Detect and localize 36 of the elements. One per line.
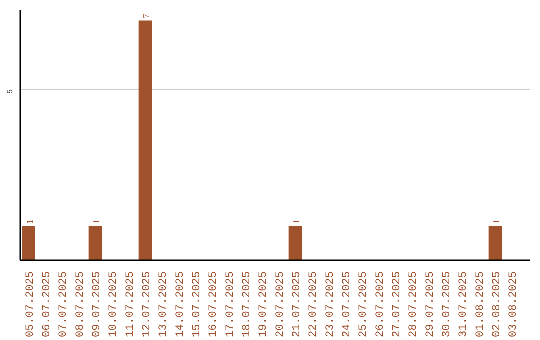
data-label: 7	[142, 14, 152, 19]
x-tick-label: 21.07.2025	[292, 271, 304, 338]
data-label: 1	[92, 220, 102, 224]
x-tick-label: 20.07.2025	[274, 271, 287, 338]
x-tick-label: 15.07.2025	[192, 271, 204, 338]
x-tick-label: 14.07.2025	[174, 271, 187, 338]
x-tick-label: 07.07.2025	[58, 271, 70, 338]
data-label: 1	[24, 220, 35, 224]
data-label: 1	[492, 220, 502, 224]
x-tick-label: 18.07.2025	[242, 271, 254, 338]
x-tick-label: 28.07.2025	[408, 271, 420, 338]
x-tick-label: 02.08.2025	[492, 271, 504, 338]
x-tick-label: 06.07.2025	[42, 271, 54, 338]
x-tick-label: 27.07.2025	[392, 271, 404, 338]
x-tick-label: 30.07.2025	[442, 271, 454, 338]
data-label: 1	[292, 220, 302, 224]
x-tick-label: 24.07.2025	[342, 271, 354, 338]
x-tick-label: 08.07.2025	[74, 271, 87, 338]
x-tick-label: 12.07.2025	[142, 271, 154, 338]
x-tick-label: 31.07.2025	[458, 271, 470, 338]
x-tick-label: 03.08.2025	[508, 271, 520, 338]
x-tick-label: 16.07.2025	[208, 271, 220, 338]
y-tick-label: 5	[6, 89, 16, 94]
x-tick-label: 29.07.2025	[424, 271, 437, 338]
x-tick-label: 22.07.2025	[308, 271, 320, 338]
x-tick-label: 17.07.2025	[224, 271, 237, 338]
x-tick-label: 11.07.2025	[124, 271, 137, 338]
x-tick-label: 01.08.2025	[474, 271, 487, 338]
x-tick-label: 10.07.2025	[108, 271, 120, 338]
x-tick-label: 09.07.2025	[92, 271, 104, 338]
x-tick-label: 13.07.2025	[158, 271, 170, 338]
x-tick-label: 23.07.2025	[324, 271, 337, 338]
x-tick-label: 19.07.2025	[258, 271, 270, 338]
x-tick-label: 26.07.2025	[374, 271, 387, 338]
x-tick-label: 05.07.2025	[24, 271, 37, 338]
x-tick-label: 25.07.2025	[358, 271, 370, 338]
